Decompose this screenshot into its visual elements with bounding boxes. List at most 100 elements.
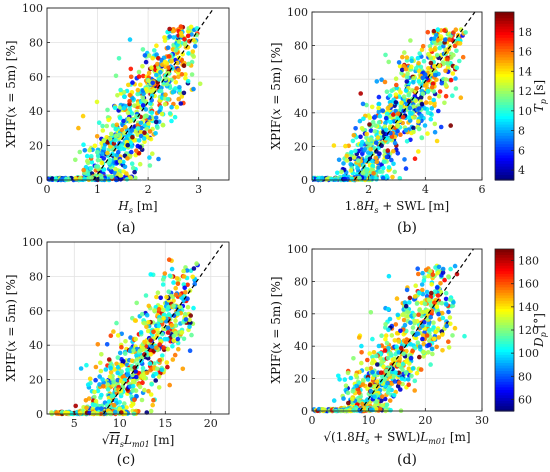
data-point bbox=[136, 69, 142, 75]
data-point bbox=[105, 139, 110, 145]
colorbar-step bbox=[495, 12, 514, 16]
colorbar-step bbox=[495, 121, 514, 125]
data-point bbox=[360, 401, 365, 407]
data-point bbox=[364, 169, 369, 174]
y-axis-label: XPIF(x = 5m) [%] bbox=[4, 274, 18, 381]
data-point bbox=[351, 133, 357, 138]
data-point bbox=[420, 323, 425, 329]
data-point bbox=[78, 366, 84, 371]
colorbar-step bbox=[495, 386, 514, 390]
data-point bbox=[125, 156, 130, 161]
data-point bbox=[150, 80, 155, 86]
y-axis-label: XPIF(x = 5m) [%] bbox=[4, 40, 18, 147]
data-point bbox=[117, 115, 123, 121]
data-point bbox=[425, 88, 431, 94]
colorbar-step bbox=[495, 381, 514, 385]
data-point bbox=[443, 68, 448, 74]
data-point bbox=[440, 332, 445, 337]
data-point bbox=[169, 323, 175, 328]
data-point bbox=[426, 66, 431, 71]
data-point bbox=[181, 268, 186, 274]
data-point bbox=[167, 111, 173, 116]
data-point bbox=[385, 105, 391, 111]
data-point bbox=[182, 37, 187, 42]
colorbar-step bbox=[495, 286, 514, 291]
data-point bbox=[174, 276, 180, 281]
data-point bbox=[433, 265, 438, 270]
colorbar-label: Dp [°] bbox=[532, 313, 548, 348]
data-point bbox=[127, 92, 133, 98]
data-point bbox=[117, 350, 123, 356]
data-point bbox=[142, 53, 148, 58]
data-point bbox=[97, 382, 102, 387]
data-point bbox=[397, 380, 402, 385]
data-point bbox=[140, 47, 146, 52]
data-point bbox=[137, 161, 143, 167]
data-point bbox=[371, 171, 376, 176]
colorbar-step bbox=[495, 40, 514, 44]
colorbar-step bbox=[495, 132, 514, 136]
colorbar-step bbox=[495, 96, 514, 100]
colorbar-label: Tp [s] bbox=[532, 80, 548, 112]
data-point bbox=[412, 156, 418, 161]
data-point bbox=[108, 168, 114, 173]
data-point bbox=[419, 47, 425, 52]
colorbar-step bbox=[495, 126, 514, 131]
data-point bbox=[113, 409, 118, 415]
colorbar-step bbox=[495, 98, 514, 103]
panel-a: 0 1 2 3 0 20 40 60 80 100 Hs [m] XPIF(x = 5m) [%] (a… bbox=[4, 2, 230, 236]
colorbar-step bbox=[495, 300, 514, 304]
data-point bbox=[374, 379, 380, 384]
data-point bbox=[185, 282, 190, 288]
data-point bbox=[393, 370, 398, 375]
data-point bbox=[132, 169, 137, 175]
colorbar-step bbox=[495, 392, 514, 396]
data-point bbox=[172, 352, 178, 358]
data-point bbox=[167, 382, 172, 388]
data-point bbox=[387, 398, 393, 403]
data-point bbox=[383, 115, 389, 121]
data-point bbox=[137, 348, 143, 353]
data-point bbox=[185, 33, 191, 39]
data-point bbox=[170, 357, 176, 362]
colorbar-step bbox=[495, 311, 514, 315]
data-point bbox=[176, 346, 181, 352]
data-point bbox=[421, 349, 426, 355]
data-point bbox=[81, 142, 86, 147]
data-point bbox=[394, 330, 400, 336]
colorbar-tick-label: 10 bbox=[518, 105, 532, 118]
colorbar-step bbox=[495, 34, 514, 38]
data-point bbox=[154, 72, 159, 78]
data-point bbox=[440, 266, 446, 272]
data-point bbox=[409, 373, 414, 379]
data-point bbox=[369, 360, 375, 366]
colorbar-step bbox=[495, 303, 514, 307]
data-point bbox=[433, 329, 439, 335]
data-point bbox=[88, 166, 94, 171]
y-tick-label: 20 bbox=[29, 374, 43, 387]
data-point bbox=[440, 270, 446, 275]
data-point bbox=[438, 124, 444, 130]
data-point bbox=[135, 143, 141, 149]
data-point bbox=[164, 319, 169, 324]
data-point bbox=[353, 126, 358, 131]
data-point bbox=[164, 360, 170, 365]
colorbar-step bbox=[495, 265, 514, 269]
data-point bbox=[114, 122, 120, 128]
data-point bbox=[369, 104, 375, 110]
data-point bbox=[106, 160, 111, 165]
data-point bbox=[407, 105, 413, 111]
data-point bbox=[73, 403, 78, 409]
data-point bbox=[369, 167, 374, 172]
data-point bbox=[368, 128, 374, 133]
scatter-points bbox=[312, 27, 468, 183]
data-point bbox=[436, 311, 441, 317]
colorbar-step bbox=[495, 143, 514, 147]
data-point bbox=[181, 336, 187, 342]
data-point bbox=[161, 307, 166, 313]
data-point bbox=[186, 51, 191, 56]
colorbar-step bbox=[495, 308, 514, 312]
data-point bbox=[426, 350, 431, 355]
data-point bbox=[153, 378, 158, 383]
data-point bbox=[156, 385, 162, 390]
